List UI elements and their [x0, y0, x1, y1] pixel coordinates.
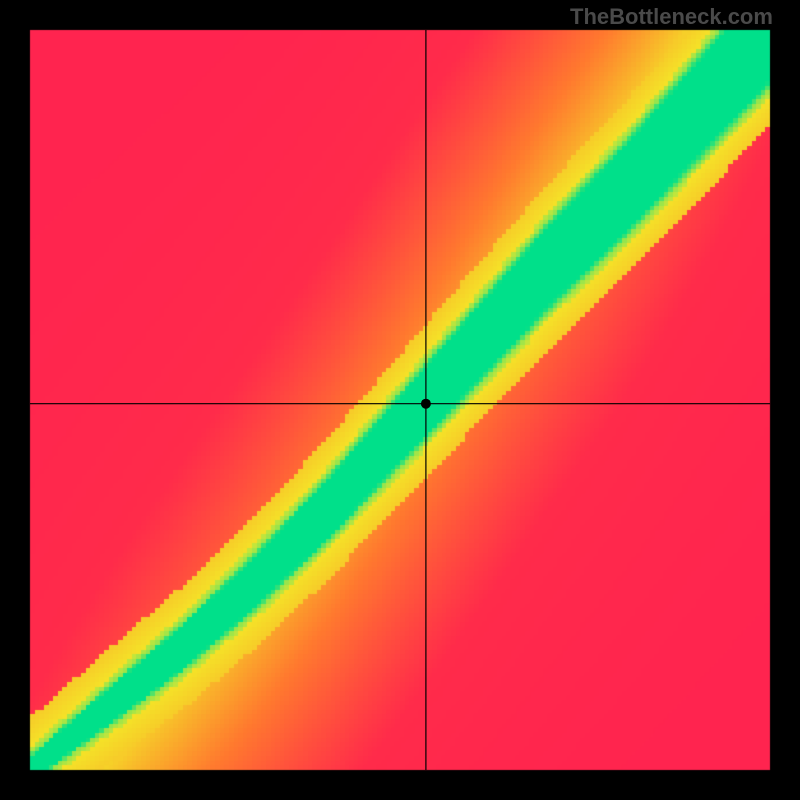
watermark-text: TheBottleneck.com [570, 4, 773, 30]
chart-container: TheBottleneck.com [0, 0, 800, 800]
heatmap-canvas [0, 0, 800, 800]
